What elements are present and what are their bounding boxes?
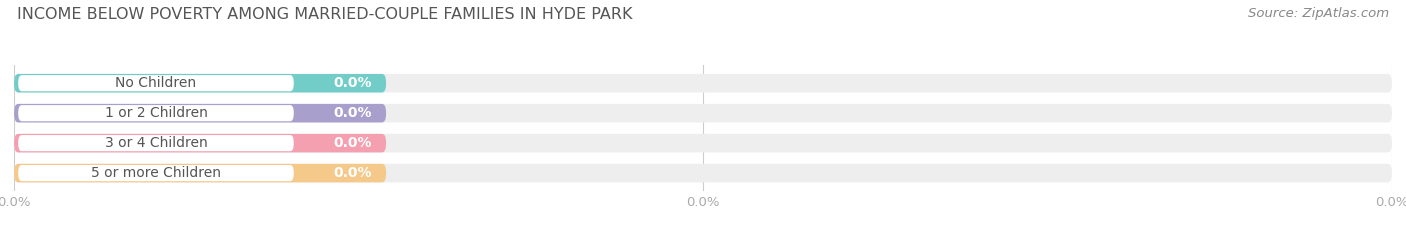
Text: 3 or 4 Children: 3 or 4 Children xyxy=(104,136,207,150)
FancyBboxPatch shape xyxy=(14,134,1392,152)
FancyBboxPatch shape xyxy=(18,135,294,151)
Text: 0.0%: 0.0% xyxy=(333,166,373,180)
FancyBboxPatch shape xyxy=(14,74,1392,93)
FancyBboxPatch shape xyxy=(14,74,387,93)
FancyBboxPatch shape xyxy=(18,165,294,181)
Text: 0.0%: 0.0% xyxy=(333,76,373,90)
Text: Source: ZipAtlas.com: Source: ZipAtlas.com xyxy=(1249,7,1389,20)
FancyBboxPatch shape xyxy=(18,75,294,91)
Text: 0.0%: 0.0% xyxy=(333,106,373,120)
FancyBboxPatch shape xyxy=(14,104,387,123)
FancyBboxPatch shape xyxy=(14,164,387,182)
Text: INCOME BELOW POVERTY AMONG MARRIED-COUPLE FAMILIES IN HYDE PARK: INCOME BELOW POVERTY AMONG MARRIED-COUPL… xyxy=(17,7,633,22)
Text: 0.0%: 0.0% xyxy=(333,136,373,150)
FancyBboxPatch shape xyxy=(14,104,1392,123)
Text: 5 or more Children: 5 or more Children xyxy=(91,166,221,180)
FancyBboxPatch shape xyxy=(18,105,294,121)
Text: 1 or 2 Children: 1 or 2 Children xyxy=(104,106,208,120)
Text: No Children: No Children xyxy=(115,76,197,90)
FancyBboxPatch shape xyxy=(14,164,1392,182)
FancyBboxPatch shape xyxy=(14,134,387,152)
